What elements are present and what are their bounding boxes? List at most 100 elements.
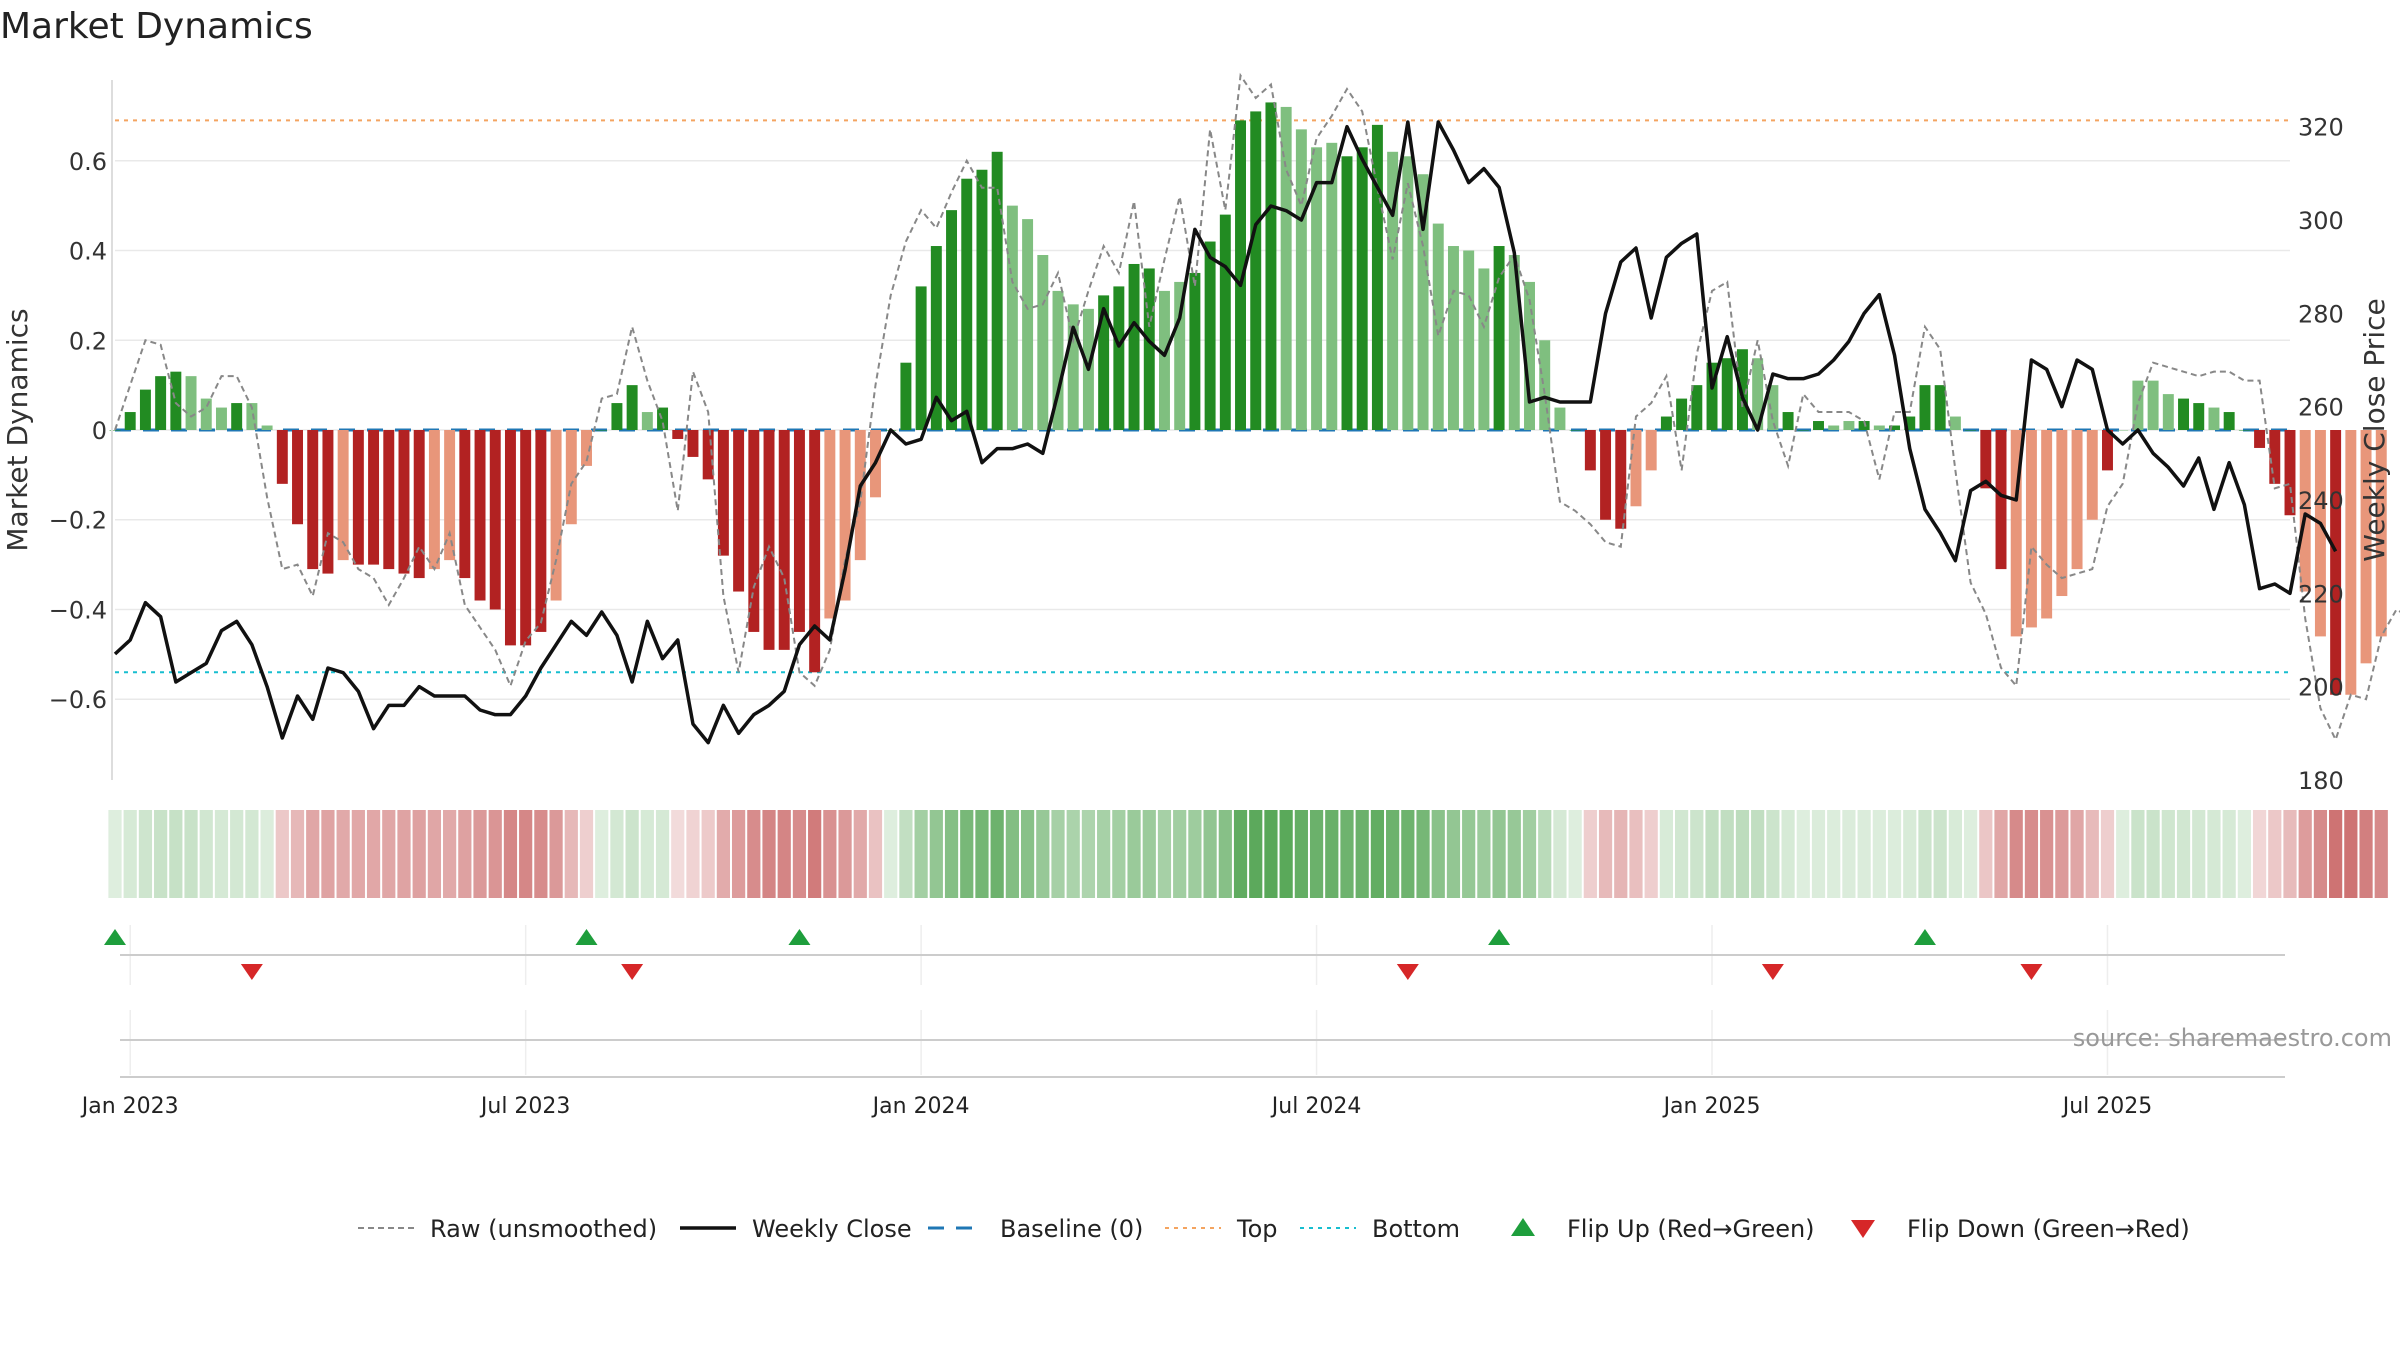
legend-item: Flip Up (Red→Green) <box>1511 1215 1815 1243</box>
heat-strip-cell <box>1568 810 1582 898</box>
heat-strip-cell <box>2131 810 2145 898</box>
market-dynamics-bar <box>2314 430 2326 637</box>
heat-strip-cell <box>2009 810 2023 898</box>
market-dynamics-bar <box>824 430 836 619</box>
legend-swatch <box>1851 1220 1875 1238</box>
heat-strip-cell <box>777 810 791 898</box>
market-dynamics-bar <box>474 430 486 601</box>
heat-strip-cell <box>1340 810 1354 898</box>
market-dynamics-bar <box>1721 358 1733 430</box>
legend-label: Baseline (0) <box>1000 1215 1143 1243</box>
market-dynamics-bar <box>2102 430 2113 471</box>
legend-label: Top <box>1236 1215 1278 1243</box>
heat-strip-cell <box>716 810 730 898</box>
heat-strip-cell <box>1583 810 1597 898</box>
market-dynamics-bar <box>1447 246 1459 430</box>
legend: Raw (unsmoothed) Weekly Close Baseline (0)… <box>358 1215 2190 1243</box>
heat-strip-cell <box>899 810 913 898</box>
market-dynamics-bar <box>1660 416 1672 430</box>
heat-strip-cell <box>1188 810 1202 898</box>
market-dynamics-bar <box>170 371 182 430</box>
heat-strip-cell <box>123 810 137 898</box>
y-tick-label: −0.2 <box>49 507 107 535</box>
market-dynamics-bar <box>2010 430 2022 637</box>
heat-strip-cell <box>1279 810 1293 898</box>
heat-strip-cell <box>1005 810 1019 898</box>
market-dynamics-bar <box>1980 430 1992 489</box>
heat-strip-cell <box>1598 810 1613 898</box>
heat-strip-cell <box>1157 810 1172 898</box>
heat-strip-cell <box>610 810 624 898</box>
heat-strip-cell <box>1477 810 1491 898</box>
market-dynamics-bar <box>2375 430 2387 637</box>
market-dynamics-bar <box>976 169 988 430</box>
market-dynamics-bar <box>1554 407 1566 430</box>
x-tick-label: Jul 2023 <box>479 1094 571 1119</box>
heat-strip-cell <box>1857 810 1871 898</box>
market-dynamics-bar <box>1280 106 1292 430</box>
market-dynamics-bar <box>611 403 623 430</box>
heat-strip-cell <box>458 810 472 898</box>
heat-strip-cell <box>1948 810 1962 898</box>
market-dynamics-bar <box>1843 421 1855 430</box>
heat-strip-cell <box>595 810 609 898</box>
flip-down-marker <box>1761 964 1784 980</box>
weekly-close-line <box>113 120 2338 745</box>
heat-strip-cell <box>1720 810 1734 898</box>
heat-strip-cell <box>351 810 365 898</box>
market-dynamics-bar <box>626 385 638 430</box>
heat-strip-cell <box>427 810 442 898</box>
heat-strip-cell <box>960 810 974 898</box>
market-dynamics-bar <box>1326 142 1338 431</box>
market-dynamics-bar <box>596 430 608 431</box>
market-dynamics-bar <box>1508 255 1520 430</box>
y2-tick-label: 200 <box>2298 674 2344 702</box>
market-dynamics-bar <box>2269 430 2281 484</box>
heat-strip-cell <box>1842 810 1856 898</box>
heat-strip-cell <box>2374 810 2388 898</box>
legend-item: Flip Down (Green→Red) <box>1851 1215 2190 1243</box>
market-dynamics-bar <box>1006 205 1018 430</box>
market-dynamics-bar <box>1159 290 1170 430</box>
y-tick-label: −0.4 <box>49 596 107 624</box>
market-dynamics-bar <box>292 430 303 525</box>
market-dynamics-bar <box>383 430 395 570</box>
market-dynamics-bar <box>1128 263 1140 430</box>
heat-strip-cell <box>1401 810 1415 898</box>
legend-label: Raw (unsmoothed) <box>430 1215 657 1243</box>
market-dynamics-bar <box>368 430 380 565</box>
heat-strip-cell <box>519 810 533 898</box>
market-dynamics-bar <box>1965 430 1977 431</box>
heat-strip-cell <box>1097 810 1111 898</box>
heat-strip-cell <box>2070 810 2084 898</box>
market-dynamics-bar <box>1341 156 1353 431</box>
market-dynamics-bar <box>1067 304 1079 430</box>
market-dynamics-bar <box>915 286 927 430</box>
market-dynamics-bar <box>1235 120 1246 430</box>
market-dynamics-bar <box>1219 214 1231 430</box>
market-dynamics-bar <box>1387 151 1399 431</box>
heat-strip-cell <box>275 810 289 898</box>
heat-strip-cell <box>245 810 259 898</box>
heat-strip-cell <box>1112 810 1126 898</box>
x-tick-label: Jan 2023 <box>80 1094 179 1119</box>
heat-strip-cell <box>321 810 335 898</box>
y2-tick-label: 300 <box>2298 207 2344 235</box>
market-dynamics-bar <box>1478 268 1490 430</box>
heat-strip-cell <box>2283 810 2297 898</box>
market-dynamics-bar <box>1645 430 1657 471</box>
market-dynamics-bar <box>261 425 273 430</box>
market-dynamics-bar <box>109 430 121 431</box>
flip-up-marker <box>1488 929 1511 945</box>
raw-unsmoothed-line <box>114 72 2400 743</box>
market-dynamics-bar <box>352 430 364 565</box>
market-dynamics-bar <box>1889 425 1901 430</box>
market-dynamics-bar <box>1265 102 1277 430</box>
market-dynamics-bar <box>763 430 775 650</box>
market-dynamics-bar <box>717 430 729 556</box>
market-dynamics-bar <box>1752 358 1764 430</box>
y-tick-label: −0.6 <box>49 686 107 714</box>
x-axis: Jan 2023 Jul 2023 Jan 2024 Jul 2024 Jan 2025… <box>80 1076 2285 1119</box>
heat-strip-cell <box>1963 810 1978 898</box>
heat-strip-cell <box>108 810 122 898</box>
